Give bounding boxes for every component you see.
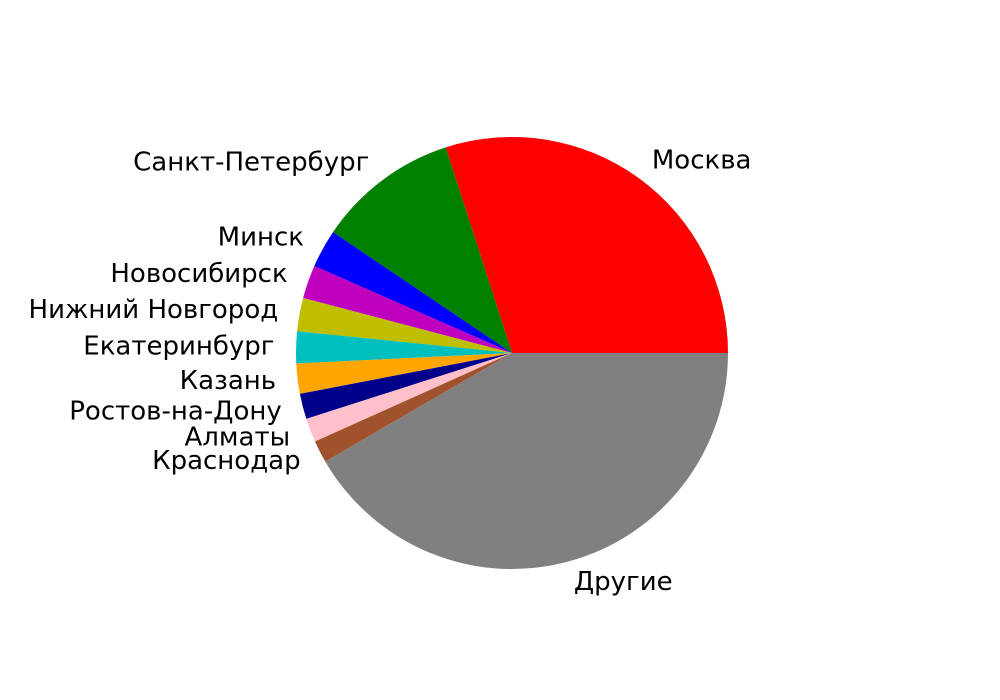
pie-slice-6: [296, 353, 512, 394]
pie-label-6: Казань: [180, 366, 276, 396]
pie-slice-8: [306, 353, 512, 442]
labels-layer: Москва Санкт-Петербург Минск Новосибирск Ниж…: [29, 145, 752, 596]
pie-label-0: Москва: [652, 145, 752, 175]
pie-label-5: Екатеринбург: [83, 331, 274, 361]
pie-label-9: Краснодар: [152, 446, 301, 476]
pie-label-4: Нижний Новгород: [29, 295, 279, 325]
slices-layer: [296, 137, 728, 570]
pie-label-8: Алматы: [185, 423, 291, 453]
pie-slice-9: [314, 353, 512, 462]
pie-slice-4: [297, 297, 512, 353]
pie-label-2: Минск: [218, 223, 304, 253]
pie-slice-1: [332, 147, 512, 353]
pie-label-3: Новосибирск: [110, 259, 287, 289]
pie-slice-3: [303, 265, 512, 353]
pie-slice-7: [299, 353, 512, 419]
pie-label-1: Санкт-Петербург: [133, 148, 369, 178]
pie-slice-10: [325, 353, 728, 570]
pie-label-7: Ростов-на-Дону: [69, 396, 282, 426]
pie-slice-2: [314, 232, 512, 353]
pie-slice-5: [296, 331, 512, 364]
pie-slice-0: [445, 137, 728, 353]
pie-label-10: Другие: [574, 567, 673, 597]
